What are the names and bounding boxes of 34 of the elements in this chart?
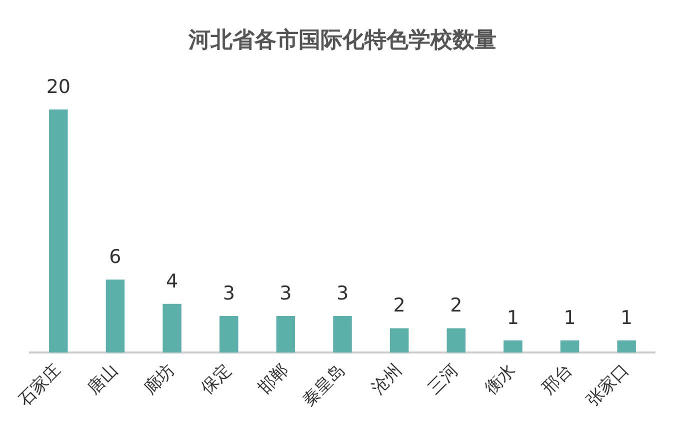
bar [390, 328, 409, 353]
bar [333, 316, 352, 353]
x-tick-label: 唐山 [84, 360, 122, 398]
data-label: 1 [620, 306, 633, 329]
bar [162, 304, 182, 353]
bar [560, 340, 580, 353]
x-tick-label: 廊坊 [140, 360, 179, 398]
bar [276, 316, 296, 353]
x-tick-label: 石家庄 [14, 360, 66, 410]
data-label: 3 [336, 282, 349, 304]
bar [49, 109, 68, 353]
bar [504, 340, 522, 353]
data-label: 6 [109, 246, 122, 268]
x-tick-label: 衡水 [481, 360, 520, 398]
bar [617, 340, 636, 353]
x-tick-label: 张家口 [583, 360, 634, 410]
x-tick-label: 保定 [197, 360, 236, 398]
data-label: 20 [46, 76, 71, 98]
x-tick-label: 三河 [424, 360, 463, 398]
x-tick-label: 沧州 [368, 360, 406, 398]
x-tick-label: 秦皇岛 [298, 360, 350, 410]
x-tick-label: 邯郸 [254, 360, 292, 398]
x-tick-label: 邢台 [538, 360, 576, 398]
data-label: 1 [506, 306, 519, 329]
data-label: 3 [222, 282, 235, 304]
data-label: 2 [393, 294, 406, 317]
bar [219, 316, 238, 353]
bar [106, 280, 125, 353]
bar [446, 328, 466, 353]
data-label: 1 [564, 306, 576, 329]
data-label: 3 [280, 282, 292, 304]
data-label: 4 [166, 270, 178, 292]
chart-title: 河北省各市国际化特色学校数量 [188, 26, 496, 53]
data-label: 2 [450, 294, 462, 317]
